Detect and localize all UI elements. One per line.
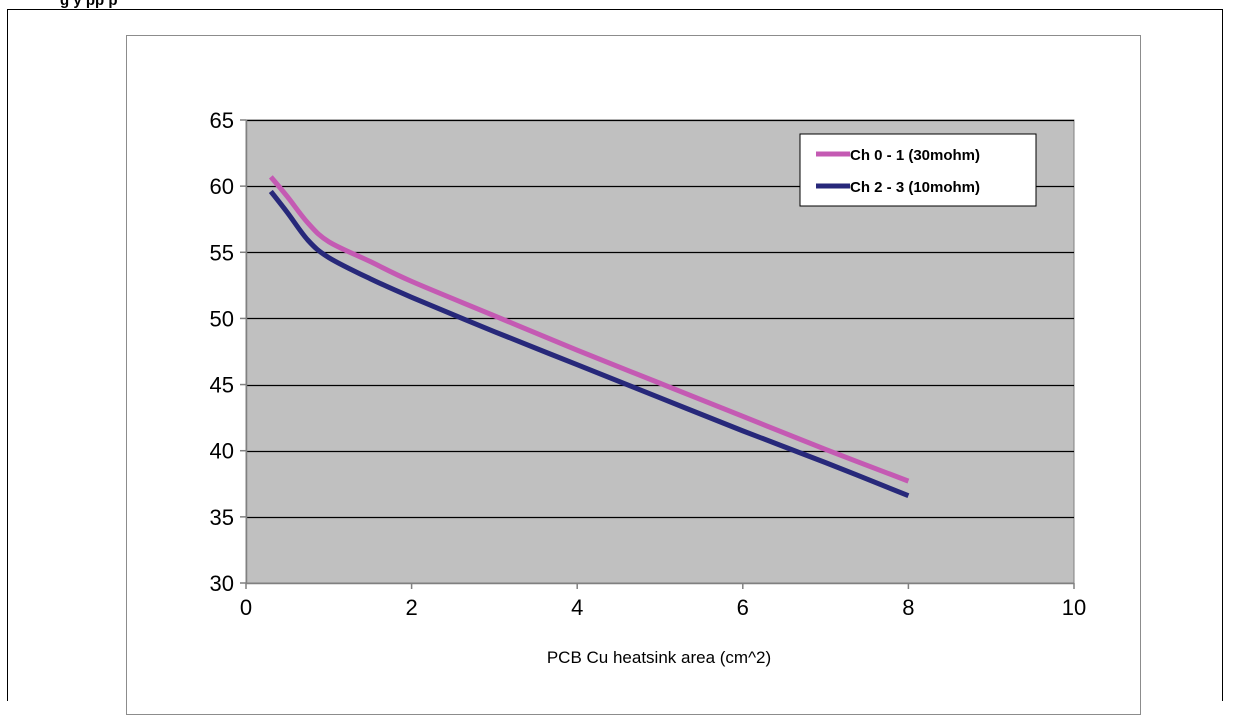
x-tick-label: 8 xyxy=(902,595,914,620)
y-tick-label: 60 xyxy=(210,174,234,199)
y-tick-label: 65 xyxy=(210,108,234,133)
y-tick-label: 55 xyxy=(210,240,234,265)
y-tick-label: 45 xyxy=(210,373,234,398)
legend-box xyxy=(799,133,1037,207)
y-tick-label: 30 xyxy=(210,571,234,596)
header-text: g y pp p xyxy=(60,0,118,9)
x-tick-label: 6 xyxy=(737,595,749,620)
chart-frame: 30 35 40 45 50 55 60 65 0 2 4 6 8 10 PCB Cu heatsink … xyxy=(126,35,1141,715)
x-axis-label: PCB Cu heatsink area (cm^2) xyxy=(547,648,771,667)
y-tick-label: 50 xyxy=(210,306,234,331)
x-tick-label: 4 xyxy=(571,595,583,620)
line-chart: 30 35 40 45 50 55 60 65 0 2 4 6 8 10 PCB Cu heatsink … xyxy=(210,108,1087,667)
figure-frame xyxy=(7,9,1223,701)
series-line-1 xyxy=(268,189,910,499)
y-tick-label: 35 xyxy=(210,505,234,530)
x-tick-label: 2 xyxy=(405,595,417,620)
legend-label-0: Ch 0 - 1 (30mohm) xyxy=(850,147,980,164)
x-tick-label: 10 xyxy=(1062,595,1086,620)
series-line-0 xyxy=(268,175,910,484)
x-tick-label: 0 xyxy=(240,595,252,620)
y-tick-label: 40 xyxy=(210,439,234,464)
legend-label-1: Ch 2 - 3 (10mohm) xyxy=(850,179,980,196)
legend: Ch 0 - 1 (30mohm) Ch 2 - 3 (10mohm) xyxy=(799,133,1037,207)
